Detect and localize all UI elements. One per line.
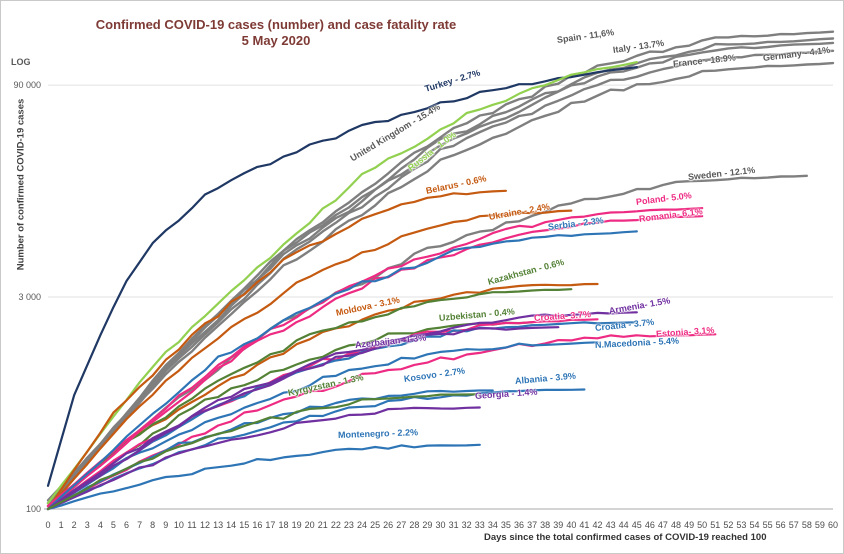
series-curve-kazakhstan (46, 288, 573, 511)
series-curve-romania (46, 215, 704, 511)
x-tick-label: 50 (697, 520, 708, 530)
x-tick-label: 45 (631, 520, 642, 530)
x-tick-label: 38 (540, 520, 551, 530)
x-tick-label: 4 (97, 520, 103, 530)
x-tick-label: 20 (304, 520, 315, 530)
x-tick-label: 54 (749, 520, 760, 530)
x-tick-label: 27 (396, 520, 407, 530)
x-tick-label: 16 (252, 520, 263, 530)
series-curve-azerbaijan (46, 326, 560, 511)
x-tick-label: 17 (265, 520, 276, 530)
series-curve-armenia (46, 311, 638, 511)
x-tick-label: 10 (173, 520, 184, 530)
x-tick-label: 21 (317, 520, 328, 530)
x-tick-label: 30 (435, 520, 446, 530)
x-tick-label: 44 (618, 520, 629, 530)
x-tick-label: 35 (500, 520, 511, 530)
series-curve-montenegro (46, 443, 481, 511)
series-curve-belarus (46, 189, 507, 511)
x-tick-label: 14 (226, 520, 237, 530)
x-tick-label: 18 (278, 520, 289, 530)
x-tick-label: 42 (592, 520, 603, 530)
chart-title-block: Confirmed COVID-19 cases (number) and ca… (61, 17, 491, 49)
x-tick-label: 24 (356, 520, 367, 530)
x-tick-label: 57 (788, 520, 799, 530)
chart-title: Confirmed COVID-19 cases (number) and ca… (95, 17, 457, 32)
y-tick-label: 90 000 (13, 80, 41, 91)
x-tick-label: 36 (513, 520, 524, 530)
x-tick-label: 34 (487, 520, 498, 530)
x-tick-label: 33 (474, 520, 485, 530)
x-tick-label: 1 (58, 520, 64, 530)
y-tick-label: 100 (25, 504, 41, 514)
x-tick-label: 29 (422, 520, 433, 530)
x-tick-label: 40 (566, 520, 577, 530)
series-curve-united-kingdom (46, 41, 835, 505)
x-tick-label: 59 (814, 520, 825, 530)
x-tick-label: 13 (213, 520, 224, 530)
series-curve-france (46, 49, 835, 511)
series-curve-spain (46, 30, 835, 511)
x-tick-label: 9 (163, 520, 169, 530)
x-tick-label: 41 (579, 520, 590, 530)
x-tick-label: 15 (239, 520, 250, 530)
series-curve-germany (46, 61, 835, 502)
x-tick-label: 7 (137, 520, 143, 530)
series-curve-georgia (46, 406, 481, 511)
y-axis-log-label: LOG (11, 57, 31, 67)
series-curve-poland (46, 207, 704, 508)
series-curve-serbia (46, 230, 638, 511)
x-tick-label: 60 (827, 520, 838, 530)
x-tick-label: 48 (670, 520, 681, 530)
x-tick-label: 52 (723, 520, 734, 530)
x-tick-label: 5 (110, 520, 116, 530)
x-tick-label: 2 (71, 520, 77, 530)
x-tick-label: 43 (605, 520, 616, 530)
x-tick-label: 32 (461, 520, 472, 530)
x-tick-label: 55 (762, 520, 773, 530)
y-tick-label: 3 000 (18, 292, 41, 303)
x-tick-label: 8 (150, 520, 156, 530)
series-curve-ukraine (46, 209, 573, 511)
x-tick-label: 19 (291, 520, 302, 530)
series-curve-kyrgyzstan (46, 393, 481, 511)
x-tick-label: 37 (527, 520, 538, 530)
chart-subtitle-date: 5 May 2020 (241, 33, 311, 48)
series-curve-n-macedonia (46, 341, 599, 511)
x-tick-label: 26 (383, 520, 394, 530)
x-tick-label: 12 (199, 520, 210, 530)
x-tick-label: 49 (684, 520, 695, 530)
x-tick-label: 56 (775, 520, 786, 530)
x-tick-label: 28 (409, 520, 420, 530)
x-tick-label: 3 (84, 520, 90, 530)
x-tick-label: 53 (736, 520, 747, 530)
x-tick-label: 31 (448, 520, 459, 530)
x-tick-label: 0 (45, 520, 51, 530)
x-tick-label: 22 (330, 520, 341, 530)
x-tick-label: 23 (343, 520, 354, 530)
x-tick-label: 46 (644, 520, 655, 530)
x-axis-title: Days since the total confirmed cases of … (484, 532, 767, 543)
series-curve-russia (46, 61, 638, 505)
series-curve-turkey (46, 66, 638, 487)
x-tick-label: 25 (370, 520, 381, 530)
x-tick-label: 6 (123, 520, 129, 530)
x-tick-label: 51 (710, 520, 721, 530)
x-tick-label: 47 (657, 520, 668, 530)
x-tick-label: 11 (187, 520, 197, 530)
x-tick-label: 58 (801, 520, 812, 530)
x-tick-label: 39 (553, 520, 564, 530)
